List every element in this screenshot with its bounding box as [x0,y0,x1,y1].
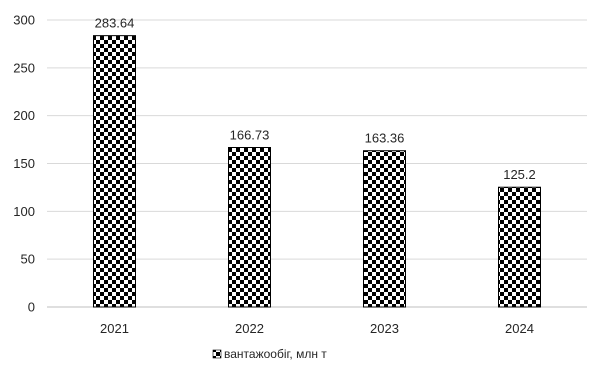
y-tick-label: 300 [13,13,35,28]
y-tick-label: 150 [13,156,35,171]
data-label-2022: 166.73 [230,127,270,142]
category-label-2023: 2023 [370,321,399,336]
gridlines [47,19,587,308]
y-tick-label: 200 [13,108,35,123]
legend: вантажообіг, млн т [212,347,327,361]
y-tick-label: 250 [13,60,35,75]
bar-2024 [498,186,541,308]
data-label-2023: 163.36 [365,131,405,146]
bar-2023 [363,150,406,308]
x-axis-category-labels: 2021 2022 2023 2024 [100,321,534,336]
y-tick-label: 100 [13,204,35,219]
data-label-2024: 125.2 [503,167,536,182]
data-labels: 283.64 166.73 163.36 125.2 [95,16,536,183]
y-tick-label: 50 [21,252,35,267]
legend-label: вантажообіг, млн т [224,347,327,361]
y-tick-label: 0 [28,300,35,315]
category-label-2024: 2024 [505,321,534,336]
legend-swatch [212,349,222,359]
category-label-2021: 2021 [100,321,129,336]
bars [93,35,541,308]
data-label-2021: 283.64 [95,16,135,31]
category-label-2022: 2022 [235,321,264,336]
bar-2021 [93,35,136,308]
bar-2022 [228,146,271,308]
y-axis-tick-labels: 0 50 100 150 200 250 300 [13,13,35,315]
